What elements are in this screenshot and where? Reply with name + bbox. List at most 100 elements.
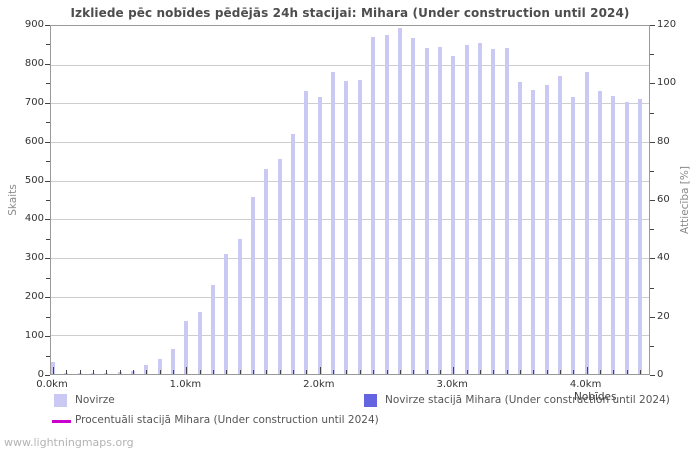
x-tick-mark — [293, 370, 294, 374]
bar-novirze — [505, 48, 509, 374]
gridline — [51, 258, 649, 259]
bar-novirze — [571, 97, 575, 374]
x-tick-mark — [467, 370, 468, 374]
y-axis-left-minor-tick — [46, 200, 50, 201]
x-tick-mark — [306, 370, 307, 374]
y-axis-right-tick-mark — [650, 200, 655, 201]
gridline — [51, 142, 649, 143]
y-axis-left-tick-label: 500 — [24, 174, 44, 186]
y-axis-right-tick-label: 0 — [657, 369, 664, 380]
y-axis-right-tick-label: 80 — [657, 135, 670, 147]
x-tick-mark — [106, 370, 107, 374]
x-tick-mark — [173, 370, 174, 374]
x-tick-mark — [360, 370, 361, 374]
x-axis-tick-label: 2.0km — [303, 379, 335, 390]
bar-novirze — [558, 76, 562, 374]
x-tick-mark — [226, 370, 227, 374]
y-axis-right-minor-tick — [650, 170, 654, 172]
y-axis-left-title: Skaits — [7, 184, 19, 216]
bar-novirze — [425, 48, 429, 374]
y-axis-left-tick-mark — [45, 25, 50, 26]
bar-novirze — [318, 97, 322, 374]
y-axis-right-minor-tick — [650, 229, 654, 231]
bar-novirze — [224, 254, 228, 374]
y-axis-left-tick-label: 0 — [37, 369, 44, 380]
bar-novirze — [598, 91, 602, 374]
y-axis-left-minor-tick — [46, 277, 50, 279]
legend-label-novirze-station: Novirze stacijā Mihara (Under constructi… — [385, 394, 670, 406]
y-axis-left-tick-label: 400 — [24, 213, 44, 225]
bar-novirze — [478, 43, 482, 374]
legend-swatch-novirze-station — [364, 394, 377, 407]
bar-novirze — [264, 169, 268, 374]
y-axis-right-tick-mark — [650, 25, 655, 26]
bar-novirze — [638, 99, 642, 374]
x-axis-tick-label: 3.0km — [436, 379, 468, 390]
y-axis-left-minor-tick — [46, 238, 50, 240]
gridline — [51, 180, 649, 182]
x-tick-mark — [80, 370, 81, 374]
y-axis-right-tick-mark — [650, 316, 655, 318]
y-axis-right-tick-mark — [650, 375, 655, 376]
x-tick-mark — [640, 370, 641, 374]
y-axis-left-minor-tick — [46, 355, 50, 357]
x-axis-title: Nobīdes — [574, 391, 617, 403]
bar-novirze — [585, 72, 589, 374]
y-axis-left-tick-mark — [45, 297, 50, 299]
y-axis-left-minor-tick — [46, 122, 50, 124]
y-axis-right-tick-mark — [650, 141, 655, 143]
bar-novirze — [451, 56, 455, 374]
gridline — [51, 103, 649, 105]
x-tick-mark — [413, 370, 414, 374]
x-tick-mark — [146, 370, 147, 374]
bar-novirze — [398, 28, 402, 374]
x-tick-mark — [66, 370, 67, 374]
x-tick-mark — [613, 370, 614, 374]
y-axis-left-tick-label: 800 — [24, 57, 44, 69]
y-axis-right-minor-tick — [650, 112, 654, 114]
y-axis-left-tick-mark — [45, 219, 50, 221]
x-tick-mark — [573, 370, 574, 374]
x-tick-mark — [520, 370, 521, 374]
x-tick-mark — [427, 370, 428, 374]
y-axis-right-title: Attiecība [%] — [679, 166, 691, 234]
gridline — [51, 219, 649, 221]
x-tick-mark — [93, 370, 94, 374]
y-axis-right-tick-mark — [650, 258, 655, 260]
x-tick-mark — [266, 370, 267, 374]
x-tick-mark — [493, 370, 494, 374]
gridline — [51, 296, 649, 298]
watermark-link[interactable]: www.lightningmaps.org — [4, 436, 134, 449]
y-axis-left-minor-tick — [46, 44, 50, 46]
y-axis-right-tick-label: 20 — [657, 310, 670, 322]
bar-novirze — [251, 197, 255, 374]
bar-novirze — [518, 82, 522, 374]
bar-novirze — [611, 96, 615, 374]
y-axis-right-minor-tick — [650, 345, 654, 347]
x-tick-mark — [253, 370, 254, 374]
x-tick-mark — [213, 370, 214, 374]
y-axis-left-minor-tick — [46, 161, 50, 163]
gridline — [51, 64, 649, 66]
x-tick-mark — [533, 370, 534, 374]
chart-title: Izkliede pēc nobīdes pēdējās 24h stacija… — [70, 6, 630, 20]
bar-novirze — [625, 102, 629, 374]
y-axis-left-tick-mark — [45, 180, 50, 182]
x-tick-mark — [387, 370, 388, 374]
bar-novirze — [411, 38, 415, 374]
bar-novirze — [144, 365, 148, 374]
y-axis-right-tick-label: 120 — [657, 19, 677, 30]
bar-novirze — [545, 85, 549, 374]
x-axis-tick-label: 4.0km — [569, 379, 602, 390]
y-axis-right-tick-label: 40 — [657, 252, 670, 264]
bar-novirze — [331, 72, 335, 374]
x-tick-mark — [440, 370, 441, 374]
x-tick-mark — [186, 367, 187, 374]
x-tick-mark — [600, 370, 601, 374]
x-tick-mark — [333, 370, 334, 374]
y-axis-right-tick-label: 100 — [657, 77, 677, 89]
x-axis-tick-label: 0.0km — [36, 379, 68, 390]
gridline — [51, 335, 649, 337]
bar-novirze — [158, 359, 162, 374]
bar-novirze — [198, 312, 202, 374]
